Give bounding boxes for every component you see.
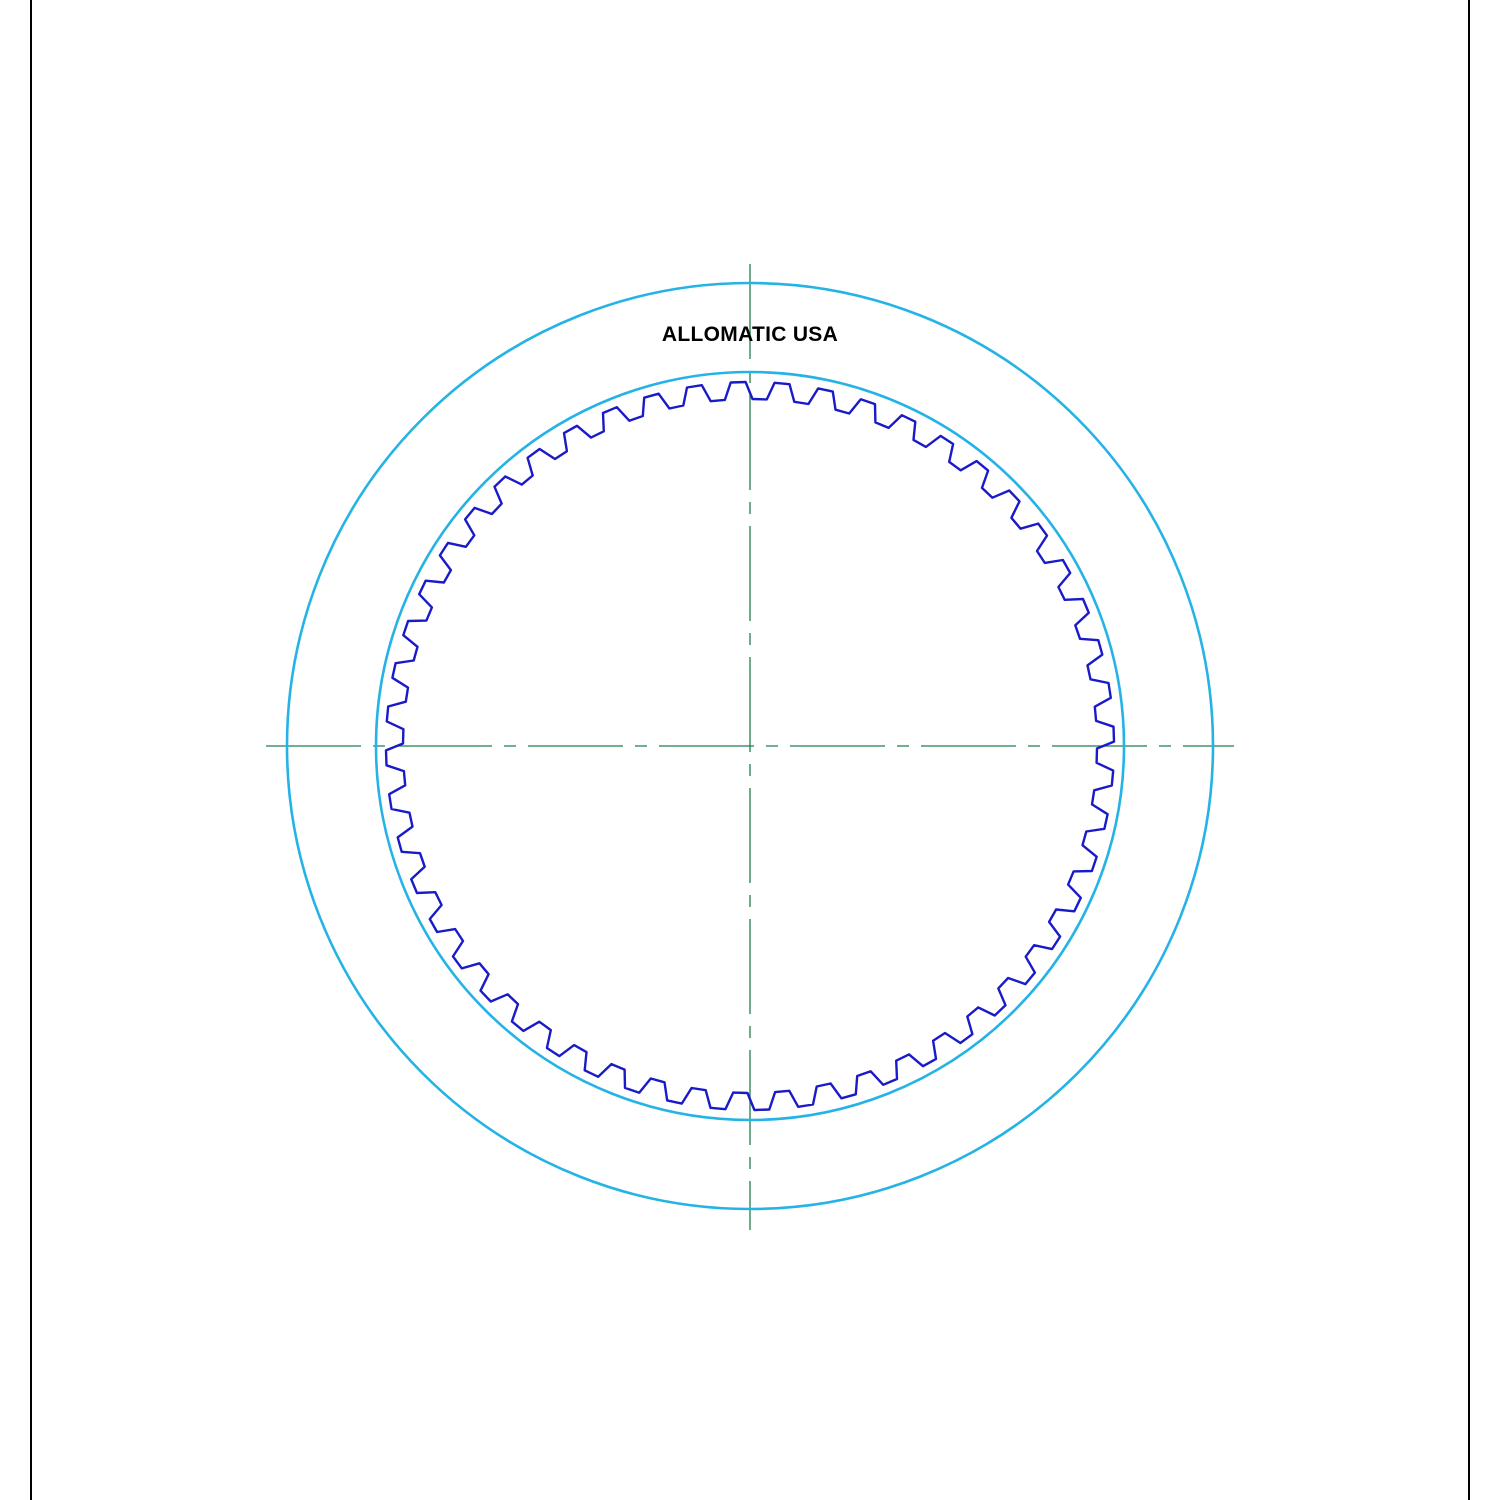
plate-outer-edge [285,281,1215,1211]
plate-inner-edge [374,370,1126,1122]
centerlines [266,264,1234,1230]
spline-teeth-profile [384,380,1116,1112]
brand-label: ALLOMATIC USA [662,323,838,346]
